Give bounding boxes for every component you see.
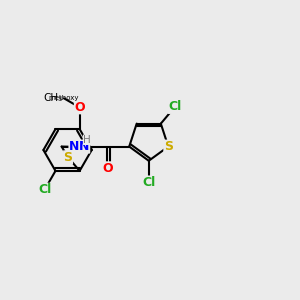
Text: O: O bbox=[102, 162, 113, 175]
Text: methoxy: methoxy bbox=[49, 95, 79, 101]
Text: H: H bbox=[83, 135, 91, 145]
Text: S: S bbox=[64, 151, 73, 164]
Text: Cl: Cl bbox=[142, 176, 155, 189]
Text: CH₃: CH₃ bbox=[43, 93, 62, 103]
Text: Cl: Cl bbox=[38, 183, 51, 196]
Text: N: N bbox=[69, 140, 79, 153]
Text: Cl: Cl bbox=[168, 100, 182, 113]
Text: S: S bbox=[164, 140, 173, 153]
Text: N: N bbox=[80, 140, 90, 153]
Text: O: O bbox=[74, 101, 85, 114]
